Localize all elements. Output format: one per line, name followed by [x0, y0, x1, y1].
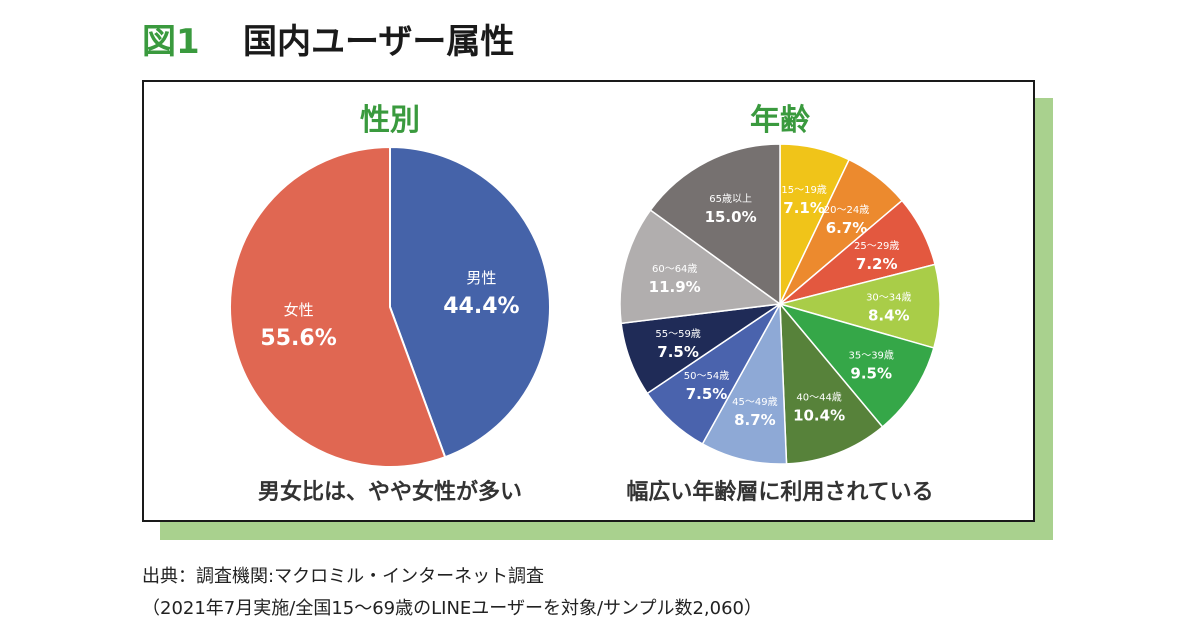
age-slice-label-0: 15〜19歳	[781, 184, 826, 196]
age-slice-label-5: 40〜44歳	[796, 392, 841, 404]
age-slice-label-8: 55〜59歳	[655, 328, 700, 340]
chart-panel: 性別 男性 44.4% 女性 55.6% 男女比は、やや女性が多い 年齢 15〜19歳…	[142, 80, 1035, 522]
age-slice-label-7: 50〜54歳	[684, 370, 729, 382]
age-slice-value-5: 10.4%	[793, 407, 845, 425]
age-slice-label-9: 60〜64歳	[652, 263, 697, 275]
age-slice-label-6: 45〜49歳	[732, 396, 777, 408]
gender-slice-label-0: 男性	[466, 269, 496, 287]
age-slice-value-10: 15.0%	[705, 208, 757, 226]
gender-chart-title: 性別	[360, 103, 420, 138]
age-slice-label-2: 25〜29歳	[854, 240, 899, 252]
age-slice-label-10: 65歳以上	[709, 193, 752, 205]
age-slice-value-3: 8.4%	[868, 307, 910, 325]
age-slice-4	[777, 302, 935, 428]
charts-svg: 性別 男性 44.4% 女性 55.6% 男女比は、やや女性が多い 年齢 15〜19歳…	[229, 103, 941, 505]
age-slice-value-8: 7.5%	[657, 343, 699, 361]
gender-caption: 男女比は、やや女性が多い	[258, 479, 522, 505]
gender-slice-label-1: 女性	[284, 301, 314, 319]
age-slice-value-9: 11.9%	[649, 278, 701, 296]
age-slice-value-1: 6.7%	[826, 219, 868, 237]
gender-slice-value-1: 55.6%	[260, 326, 336, 351]
age-slice-9	[619, 209, 782, 325]
age-slice-label-1: 20〜24歳	[824, 204, 869, 216]
figure-number: 図1	[142, 22, 200, 62]
age-slice-5	[779, 301, 884, 465]
age-pie: 15〜19歳 7.1%20〜24歳 6.7% 25〜29歳 7.2% 30〜34歳 8.4%…	[619, 143, 941, 465]
age-caption: 幅広い年齢層に利用されている	[626, 479, 933, 505]
age-slice-value-6: 8.7%	[734, 411, 776, 429]
age-slice-6	[701, 301, 788, 465]
age-slice-value-2: 7.2%	[856, 255, 898, 273]
gender-pie: 男性 44.4% 女性 55.6%	[229, 145, 551, 468]
age-slice-10	[649, 143, 781, 306]
gender-slice-value-0: 44.4%	[443, 294, 519, 319]
figure-title: 国内ユーザー属性	[243, 22, 515, 62]
age-slice-value-0: 7.1%	[783, 199, 825, 217]
age-slice-label-3: 30〜34歳	[866, 292, 911, 304]
source-line-2: （2021年7月実施/全国15〜69歳のLINEユーザーを対象/サンプル数2,0…	[142, 598, 763, 619]
age-slice-value-7: 7.5%	[686, 385, 728, 403]
gender-slice-1	[229, 145, 447, 468]
age-slice-label-4: 35〜39歳	[848, 349, 893, 361]
age-slice-3	[777, 263, 941, 349]
gender-slice-0	[389, 145, 551, 459]
age-slice-value-4: 9.5%	[850, 364, 892, 382]
source-line-1: 出典：調査機関:マクロミル・インターネット調査	[142, 566, 545, 587]
age-chart-title: 年齢	[750, 103, 810, 138]
